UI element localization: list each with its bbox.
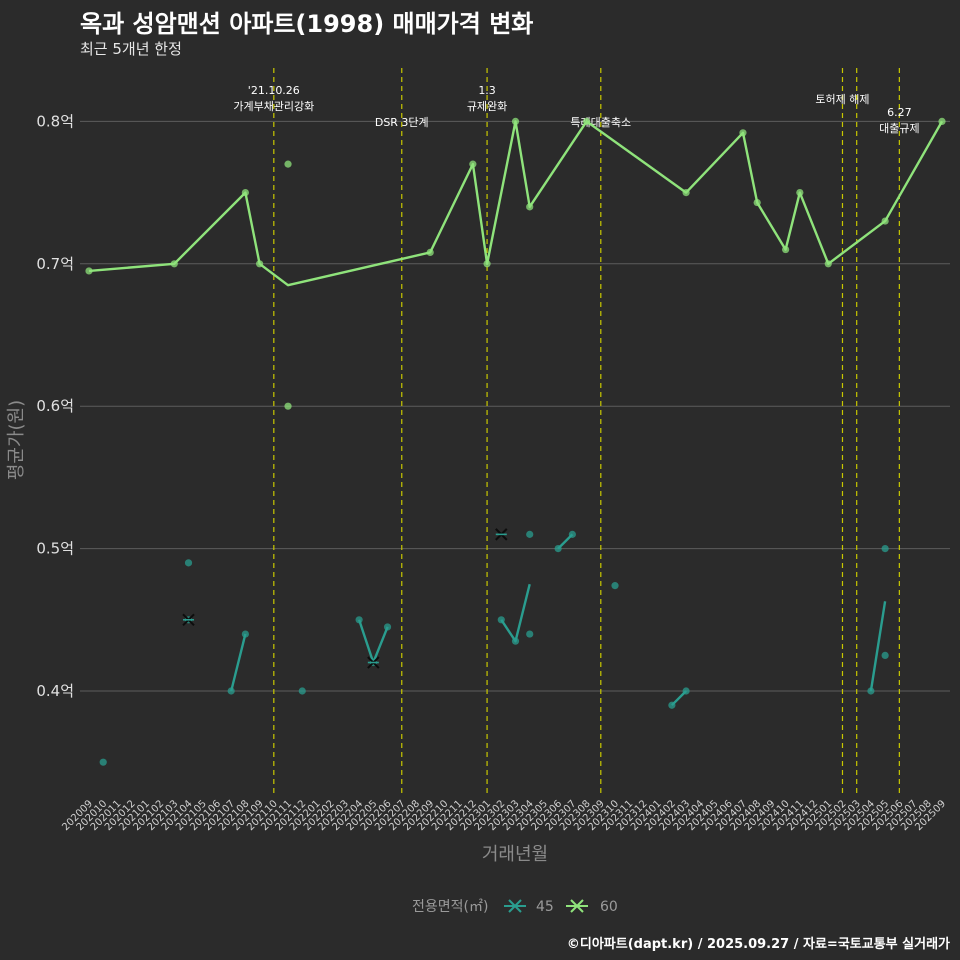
y-tick-label: 0.6억 [36, 397, 74, 415]
series-layer [85, 117, 946, 766]
series-45-point [184, 559, 193, 567]
series-60-point [85, 267, 93, 275]
series-45-point [554, 545, 562, 553]
series-45-point [568, 530, 576, 538]
series-45-line [500, 583, 531, 643]
series-60-point [682, 189, 690, 197]
series-60-point [284, 402, 292, 410]
x-axis-label: 거래년월 [482, 844, 548, 865]
series-45-cross [182, 613, 195, 627]
y-tick-label: 0.4억 [36, 682, 74, 700]
legend-key-60 [566, 899, 588, 913]
footer-credit: ©디아파트(dapt.kr) / 2025.09.27 / 자료=국토교통부 실… [566, 937, 950, 952]
series-60-point [881, 217, 889, 225]
y-axis-label: 평균가(원) [6, 400, 27, 480]
series-60-point [782, 245, 790, 254]
event-label: '21.10.26 [248, 84, 300, 97]
y-tick-label: 0.5억 [36, 540, 74, 558]
series-60-point [796, 189, 804, 197]
series-45-line [869, 601, 887, 692]
series-45-point [682, 687, 690, 695]
event-label: 가계부채관리강화 [233, 100, 314, 113]
series-45-point [526, 530, 534, 538]
series-45-point [511, 637, 520, 645]
series-60-point [469, 160, 477, 168]
series-60-point [284, 160, 292, 168]
chart-title: 옥과 성암맨션 아파트(1998) 매매가격 변화 [80, 10, 534, 38]
series-45-point [497, 616, 505, 624]
legend: 전용면적(㎡) 45 60 [412, 899, 618, 915]
series-60-point [426, 248, 434, 257]
series-45-point [668, 701, 676, 709]
series-45-point [867, 687, 875, 695]
y-tick-label: 0.8억 [36, 112, 74, 130]
series-60-point [256, 260, 264, 268]
series-45-point [611, 582, 619, 590]
series-60-point [170, 260, 178, 268]
series-60-point [526, 203, 534, 211]
series-60-point [483, 260, 491, 268]
series-45-point [227, 687, 235, 695]
grid-layer [80, 120, 950, 692]
series-60-point [824, 260, 832, 268]
series-45-point [383, 623, 392, 631]
event-label: 1.3 [478, 84, 496, 97]
event-label: 토허제 해제 [815, 92, 869, 106]
series-45-point [881, 651, 889, 660]
event-label: DSR 3단계 [375, 116, 429, 129]
axis-layer: 평균가(원) 거래년월 0.4억0.5억0.6억0.7억0.8억20200920… [6, 112, 948, 865]
event-label: 6.27 [887, 106, 912, 119]
legend-label-60: 60 [600, 899, 618, 915]
series-45-cross [495, 528, 508, 541]
series-45-point [99, 758, 107, 766]
legend-key-45 [504, 899, 526, 913]
series-45-point [298, 687, 306, 695]
series-60-point [582, 117, 591, 125]
series-45-line [357, 619, 389, 664]
series-60-point [739, 129, 747, 137]
legend-title: 전용면적(㎡) [412, 899, 488, 915]
series-60-point [241, 189, 249, 197]
series-45-cross [367, 656, 380, 669]
series-45-point [355, 616, 363, 624]
series-60-line [88, 120, 944, 287]
event-label: 규제완화 [467, 100, 507, 113]
y-tick-label: 0.7억 [36, 255, 74, 273]
series-45-point [526, 630, 534, 638]
series-60-point [753, 198, 761, 207]
series-60-point [511, 117, 520, 125]
legend-label-45: 45 [536, 899, 554, 915]
series-45-line [230, 633, 247, 692]
series-60-point [938, 117, 946, 125]
chart-subtitle: 최근 5개년 한정 [80, 40, 182, 58]
series-45-point [241, 630, 249, 638]
series-45-point [881, 545, 889, 553]
event-label: 대출규제 [879, 122, 919, 135]
event-label: 특례대출축소 [570, 116, 631, 129]
